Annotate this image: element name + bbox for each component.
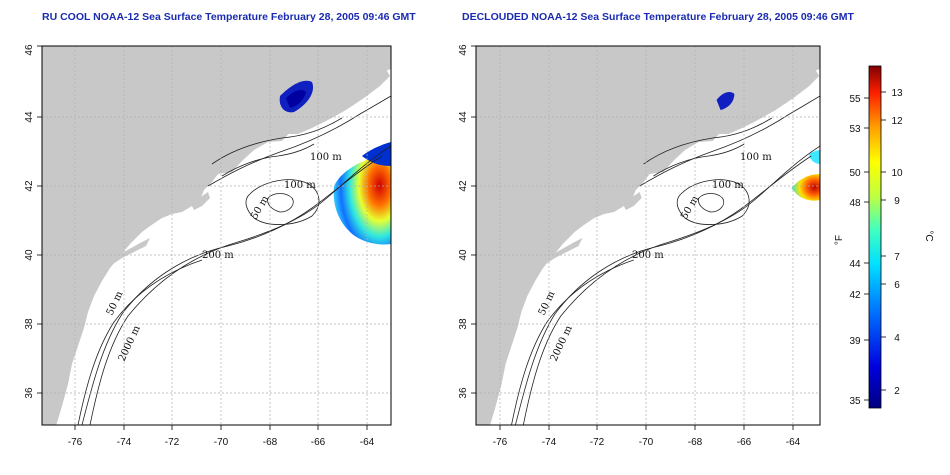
- left-contour-label-100m-a: 100 m: [310, 152, 342, 163]
- colorbar-f-tick-50: 50: [849, 168, 861, 179]
- right-y-tick-42: 42: [458, 180, 469, 192]
- right-x-tick-68: -68: [688, 437, 703, 448]
- right-sst-cyan-patch: [809, 150, 820, 164]
- colorbar-f-tick-39: 39: [849, 336, 861, 347]
- colorbar-f-tick-53: 53: [849, 124, 861, 135]
- left-x-tick-72: -72: [165, 437, 180, 448]
- left-y-tick-46: 46: [24, 44, 35, 56]
- left-y-tick-40: 40: [24, 249, 35, 261]
- left-y-tick-38: 38: [24, 318, 35, 330]
- colorbar-fahrenheit-label: °F: [834, 235, 845, 245]
- right-map-panel: 100 m 100 m 50 m 200 m 50 m 2000 m -76 -…: [458, 44, 821, 448]
- left-y-tick-36: 36: [24, 387, 35, 399]
- colorbar-c-tick-6: 6: [894, 280, 900, 291]
- left-y-tick-44: 44: [24, 111, 35, 123]
- colorbar-c-tick-9: 9: [894, 196, 900, 207]
- right-y-tick-46: 46: [458, 44, 469, 56]
- right-contour-label-200m: 200 m: [632, 250, 664, 261]
- left-map-frame: [41, 45, 392, 426]
- right-gridlines: [476, 46, 820, 425]
- colorbar-c-tick-4: 4: [894, 333, 900, 344]
- left-y-axis: 36 38 40 42 44 46: [24, 44, 42, 399]
- left-sst-blue-filament: [362, 142, 391, 166]
- left-x-axis: -76 -74 -72 -70 -68 -66 -64: [68, 425, 375, 448]
- left-contour-label-200m: 200 m: [202, 250, 234, 261]
- right-x-tick-66: -66: [737, 437, 752, 448]
- right-x-tick-76: -76: [493, 437, 508, 448]
- colorbar-f-tick-44: 44: [849, 259, 861, 270]
- right-y-tick-44: 44: [458, 111, 469, 123]
- right-contour-label-100m-b: 100 m: [712, 180, 744, 191]
- right-y-tick-40: 40: [458, 249, 469, 261]
- colorbar-gradient: [868, 65, 882, 409]
- left-x-tick-76: -76: [68, 437, 83, 448]
- left-x-tick-68: -68: [263, 437, 278, 448]
- left-gridlines: [42, 46, 391, 425]
- left-sst-eddy: [333, 146, 391, 245]
- left-y-tick-42: 42: [24, 180, 35, 192]
- right-panel-title: DECLOUDED NOAA-12 Sea Surface Temperatur…: [462, 11, 854, 23]
- right-y-tick-36: 36: [458, 387, 469, 399]
- right-x-tick-64: -64: [786, 437, 801, 448]
- right-x-tick-70: -70: [639, 437, 654, 448]
- right-x-tick-72: -72: [590, 437, 605, 448]
- colorbar-c-tick-7: 7: [894, 252, 900, 263]
- right-x-tick-74: -74: [542, 437, 557, 448]
- colorbar-f-tick-42: 42: [849, 290, 861, 301]
- colorbar-f-tick-55: 55: [849, 94, 861, 105]
- left-sst-bay-of-fundy-core: [286, 90, 306, 108]
- right-sst-bay-of-fundy: [716, 92, 735, 110]
- left-x-tick-70: -70: [214, 437, 229, 448]
- colorbar-celsius-label: °C: [923, 230, 934, 241]
- left-x-tick-64: -64: [360, 437, 375, 448]
- colorbar-c-tick-12: 12: [891, 116, 903, 127]
- colorbar-c-tick-2: 2: [894, 386, 900, 397]
- right-map-frame: [475, 45, 821, 426]
- left-panel-title: RU COOL NOAA-12 Sea Surface Temperature …: [42, 11, 416, 23]
- left-map-panel: 100 m 100 m 50 m 200 m 50 m 2000 m -76 -…: [24, 44, 392, 448]
- left-x-tick-66: -66: [311, 437, 326, 448]
- right-sst-eddy: [791, 174, 820, 201]
- right-y-tick-38: 38: [458, 318, 469, 330]
- right-contour-label-100m-a: 100 m: [740, 152, 772, 163]
- left-x-tick-74: -74: [117, 437, 132, 448]
- colorbar-c-tick-10: 10: [891, 168, 903, 179]
- colorbar-c-tick-13: 13: [891, 88, 903, 99]
- colorbar-f-tick-35: 35: [849, 396, 861, 407]
- right-y-axis: 36 38 40 42 44 46: [458, 44, 476, 399]
- colorbar: 55 53 50 48 44 42 39 35 13 12 10 9 7 6 4…: [834, 65, 934, 409]
- right-x-axis: -76 -74 -72 -70 -68 -66 -64: [493, 425, 801, 448]
- left-contour-label-100m-b: 100 m: [284, 180, 316, 191]
- colorbar-f-tick-48: 48: [849, 198, 861, 209]
